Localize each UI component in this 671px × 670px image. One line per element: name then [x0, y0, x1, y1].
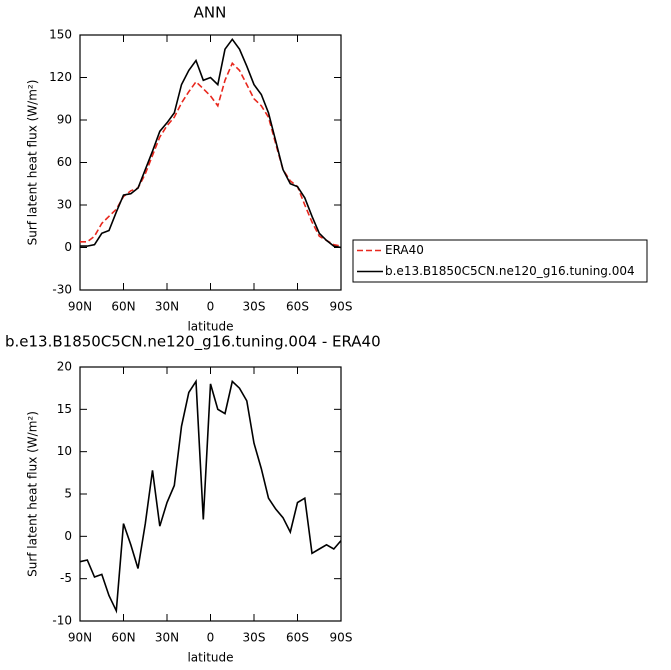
y-tick-label: 60 — [57, 155, 72, 169]
y-axis-label: Surf latent heat flux (W/m²) — [26, 411, 40, 577]
x-axis-label: latitude — [187, 320, 233, 334]
y-tick-label: 0 — [64, 240, 72, 254]
y-tick-label: 0 — [64, 529, 72, 543]
y-tick-label: 90 — [57, 113, 72, 127]
y-axis-label: Surf latent heat flux (W/m²) — [26, 80, 40, 246]
x-tick-label: 60N — [111, 300, 135, 314]
x-tick-label: 90N — [68, 300, 92, 314]
series-line — [79, 378, 342, 614]
x-tick-label: 90S — [330, 631, 353, 645]
x-axis-label: latitude — [187, 651, 233, 665]
series-line — [80, 61, 342, 247]
x-tick-label: 90N — [68, 631, 92, 645]
x-tick-label: 30S — [243, 631, 266, 645]
y-tick-label: 120 — [49, 70, 72, 84]
series-line — [80, 37, 342, 249]
y-tick-label: -30 — [52, 283, 72, 297]
chart-title: ANN — [194, 4, 227, 22]
y-tick-label: -5 — [60, 571, 72, 585]
legend-box — [352, 239, 648, 283]
x-tick-label: 90S — [330, 300, 353, 314]
legend-label: b.e13.B1850C5CN.ne120_g16.tuning.004 — [385, 264, 635, 278]
x-tick-label: 30S — [243, 300, 266, 314]
x-tick-label: 30N — [155, 631, 179, 645]
legend-label: ERA40 — [385, 243, 424, 257]
y-tick-label: 20 — [57, 360, 72, 374]
plot-frame — [79, 34, 342, 291]
y-tick-label: 10 — [57, 444, 72, 458]
x-tick-label: 60S — [286, 631, 309, 645]
y-tick-label: 30 — [57, 198, 72, 212]
y-tick-label: 150 — [49, 28, 72, 42]
chart-title: b.e13.B1850C5CN.ne120_g16.tuning.004 - E… — [5, 333, 381, 352]
y-tick-label: -10 — [52, 614, 72, 628]
x-tick-label: 0 — [207, 631, 215, 645]
y-tick-label: 15 — [57, 402, 72, 416]
x-tick-label: 60S — [286, 300, 309, 314]
y-tick-label: 5 — [64, 487, 72, 501]
x-tick-label: 60N — [111, 631, 135, 645]
x-tick-label: 30N — [155, 300, 179, 314]
x-tick-label: 0 — [207, 300, 215, 314]
